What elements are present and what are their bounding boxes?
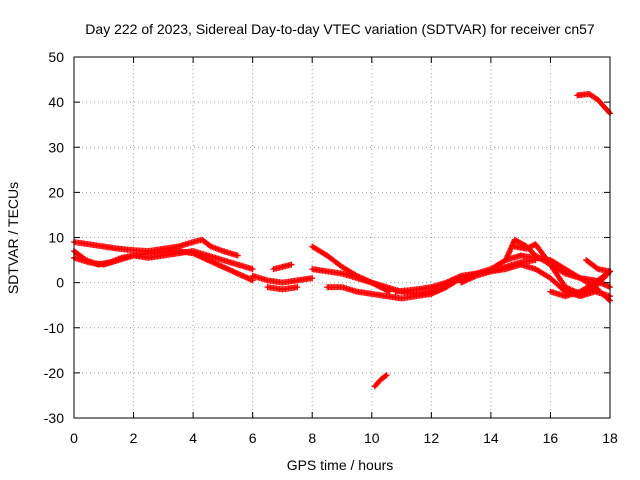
series-track-10 [371,372,390,390]
data-point [593,265,600,272]
series-track-3 [71,248,256,273]
series-track-16 [547,268,613,300]
data-point [383,372,390,379]
series-track-9 [324,284,450,302]
x-tick-label: 2 [130,430,138,446]
data-point [382,373,389,380]
series-track-6 [270,261,295,273]
series-track-17 [583,257,613,275]
data-point [234,252,241,259]
x-tick-label: 8 [308,430,316,446]
data-point [606,109,613,116]
data-point [309,275,316,282]
series-track-4 [249,272,316,286]
x-tick-label: 12 [424,430,440,446]
grid-layer [74,57,610,418]
data-point [249,266,256,273]
y-axis-label: SDTVAR / TECUs [5,182,21,294]
y-tick-label: -10 [44,320,64,336]
data-point [294,284,301,291]
x-tick-label: 0 [70,430,78,446]
y-tick-label: 0 [56,275,64,291]
y-tick-label: 50 [48,49,64,65]
y-tick-label: 10 [48,230,64,246]
x-tick-label: 18 [602,430,618,446]
x-tick-label: 6 [249,430,257,446]
y-tick-label: 30 [48,139,64,155]
series-track-18 [574,91,613,117]
ticks-layer: 0 2 4 6 8 10 12 14 16 18 -30 -20 -10 0 10 20 30 40 50 [44,49,618,446]
x-tick-label: 14 [483,430,499,446]
y-tick-label: -20 [44,365,64,381]
data-point [288,261,295,268]
points-layer [71,91,613,390]
x-tick-label: 4 [189,430,197,446]
data-point [605,296,612,303]
series-track-5 [264,284,301,293]
y-tick-label: 40 [48,94,64,110]
x-tick-label: 16 [543,430,559,446]
chart-title: Day 222 of 2023, Sidereal Day-to-day VTE… [85,21,595,37]
y-tick-label: 20 [48,184,64,200]
y-tick-label: -30 [44,410,64,426]
x-tick-label: 10 [364,430,380,446]
x-axis-label: GPS time / hours [287,457,394,473]
